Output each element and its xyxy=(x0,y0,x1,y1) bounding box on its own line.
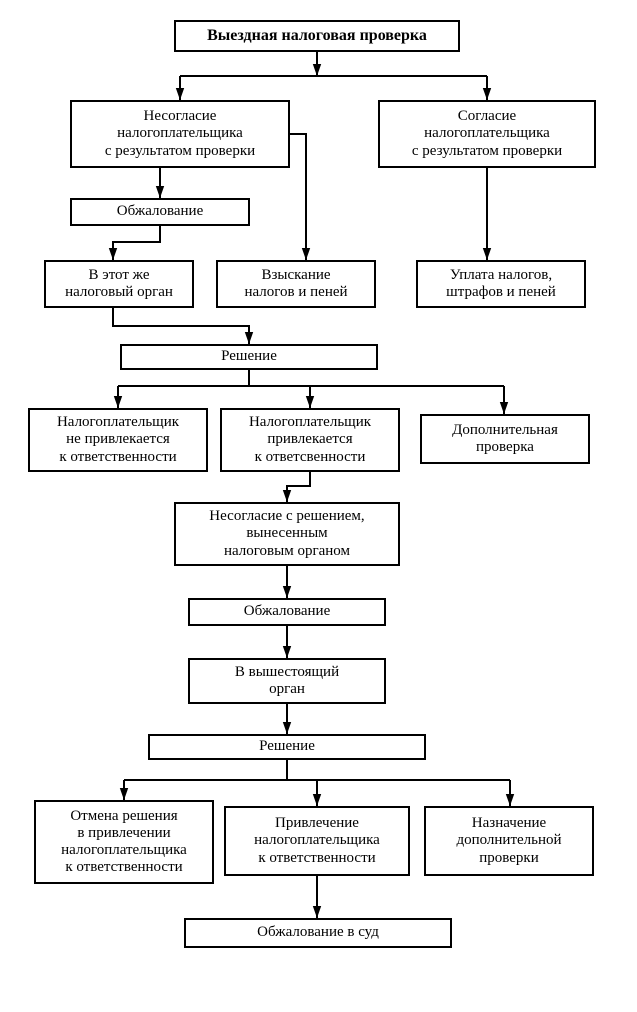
node-n17: Привлечениеналогоплательщикак ответствен… xyxy=(224,806,410,876)
node-n10: Налогоплательщикпривлекаетсяк ответсвенн… xyxy=(220,408,400,472)
node-n5: В этот женалоговый орган xyxy=(44,260,194,308)
node-n19: Обжалование в суд xyxy=(184,918,452,948)
edge-e14 xyxy=(287,472,310,502)
node-n3: Согласиеналогоплательщикас результатом п… xyxy=(378,100,596,168)
node-label: Выездная налоговая проверка xyxy=(207,27,427,45)
arrowhead-e3 xyxy=(176,88,184,100)
arrowhead-e12 xyxy=(306,396,314,408)
arrowhead-e6 xyxy=(483,248,491,260)
node-n4: Обжалование xyxy=(70,198,250,226)
node-label: Решение xyxy=(221,348,277,365)
arrowhead-e14 xyxy=(283,490,291,502)
node-label: Согласиеналогоплательщикас результатом п… xyxy=(412,108,562,160)
node-n13: Обжалование xyxy=(188,598,386,626)
node-label: Несогласие с решением,вынесеннымналоговы… xyxy=(209,508,364,560)
node-label: Налогоплательщикпривлекаетсяк ответсвенн… xyxy=(249,414,371,466)
node-label: Отмена решенияв привлеченииналогоплатель… xyxy=(61,808,187,877)
node-label: В вышестоящийорган xyxy=(235,664,339,699)
node-label: Несогласиеналогоплательщикас результатом… xyxy=(105,108,255,160)
arrowhead-e1 xyxy=(313,64,321,76)
arrowhead-e13 xyxy=(500,402,508,414)
node-label: Взысканиеналогов и пеней xyxy=(244,267,347,302)
arrowhead-e11 xyxy=(114,396,122,408)
edge-e6b xyxy=(290,134,306,260)
node-n2: Несогласиеналогоплательщикас результатом… xyxy=(70,100,290,168)
node-label: Привлечениеналогоплательщикак ответствен… xyxy=(254,815,380,867)
arrowhead-e5 xyxy=(156,186,164,198)
edge-e8 xyxy=(113,308,249,344)
arrowhead-e20 xyxy=(120,788,128,800)
arrowhead-e17 xyxy=(283,722,291,734)
node-n8: Решение xyxy=(120,344,378,370)
node-label: Дополнительнаяпроверка xyxy=(452,422,558,457)
node-label: Решение xyxy=(259,738,315,755)
node-label: Обжалование в суд xyxy=(257,924,379,941)
node-n12: Несогласие с решением,вынесеннымналоговы… xyxy=(174,502,400,566)
node-label: Обжалование xyxy=(244,603,330,620)
arrowhead-e15 xyxy=(283,586,291,598)
node-n11: Дополнительнаяпроверка xyxy=(420,414,590,464)
node-label: Обжалование xyxy=(117,203,203,220)
arrowhead-e21 xyxy=(313,794,321,806)
arrowhead-e6b xyxy=(302,248,310,260)
arrowhead-e4 xyxy=(483,88,491,100)
node-label: Налогоплательщикне привлекаетсяк ответст… xyxy=(57,414,179,466)
arrowhead-e16 xyxy=(283,646,291,658)
node-n9: Налогоплательщикне привлекаетсяк ответст… xyxy=(28,408,208,472)
node-label: Уплата налогов,штрафов и пеней xyxy=(446,267,556,302)
node-n1: Выездная налоговая проверка xyxy=(174,20,460,52)
node-label: Назначениедополнительнойпроверки xyxy=(456,815,561,867)
node-n15: Решение xyxy=(148,734,426,760)
edge-e7 xyxy=(113,226,160,260)
node-n18: Назначениедополнительнойпроверки xyxy=(424,806,594,876)
arrowhead-e22 xyxy=(506,794,514,806)
node-n6: Взысканиеналогов и пеней xyxy=(216,260,376,308)
arrowhead-e8 xyxy=(245,332,253,344)
node-label: В этот женалоговый орган xyxy=(65,267,173,302)
arrowhead-e7 xyxy=(109,248,117,260)
arrowhead-e23 xyxy=(313,906,321,918)
flowchart-canvas: Выездная налоговая проверка Несогласиенал… xyxy=(0,0,637,1012)
node-n16: Отмена решенияв привлеченииналогоплатель… xyxy=(34,800,214,884)
node-n14: В вышестоящийорган xyxy=(188,658,386,704)
node-n7: Уплата налогов,штрафов и пеней xyxy=(416,260,586,308)
